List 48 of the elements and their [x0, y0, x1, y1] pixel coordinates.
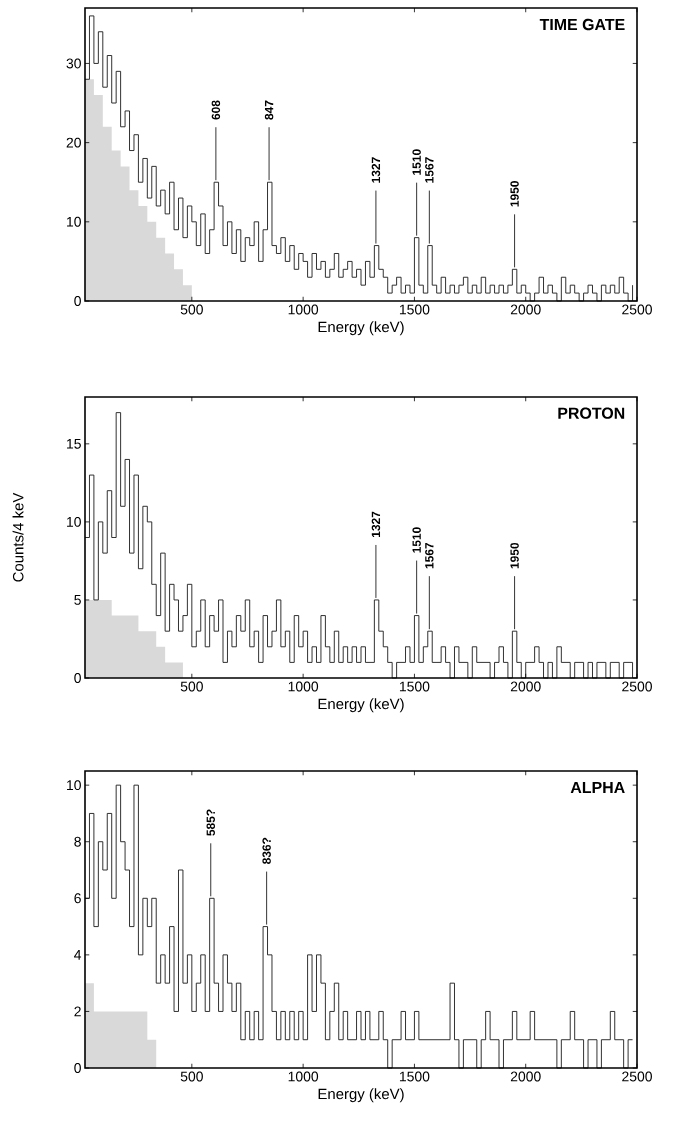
x-tick-label: 1500: [399, 681, 430, 692]
y-axis-title: Counts/4 keV: [12, 492, 24, 582]
annotation: 1327: [371, 157, 381, 183]
x-tick-label: 2000: [510, 681, 541, 692]
y-tick-label: 10: [67, 216, 81, 227]
x-tick-label: 2500: [622, 304, 652, 315]
annotation: 1567: [425, 542, 434, 569]
y-tick-label: 10: [67, 516, 81, 527]
x-axis-title: Energy (keV): [318, 321, 404, 336]
y-tick-label: 30: [66, 58, 81, 69]
x-tick-label: 500: [180, 681, 203, 692]
y-tick-label: 0: [74, 673, 81, 683]
x-axis-title: Energy (keV): [318, 698, 404, 713]
annotation: 1950: [510, 542, 519, 569]
y-tick-label: 8: [74, 836, 81, 847]
annotation: 1510: [412, 527, 421, 553]
annotation: 608: [211, 100, 221, 120]
y-tick-label: 6: [74, 893, 81, 904]
y-tick-label: 0: [74, 296, 81, 306]
text: PROTON: [558, 407, 625, 419]
y-tick-label: 2: [74, 1006, 81, 1017]
text: TIME GATE: [539, 18, 625, 31]
y-tick-label: 10: [67, 780, 81, 791]
x-tick-label: 1000: [288, 304, 319, 315]
y-tick-label: 20: [66, 137, 81, 148]
x-tick-label: 2000: [510, 1071, 541, 1082]
x-tick-label: 2000: [510, 304, 541, 315]
annotation: 585?: [206, 809, 215, 836]
annotation: 1950: [510, 181, 519, 207]
y-tick-label: 4: [74, 950, 82, 960]
x-tick-label: 1000: [288, 681, 319, 692]
annotation: 1567: [425, 157, 434, 183]
annotation: 1327: [371, 511, 381, 538]
y-tick-label: 15: [67, 438, 81, 449]
x-tick-label: 1500: [399, 1071, 430, 1082]
x-tick-label: 500: [180, 304, 203, 315]
x-tick-label: 2500: [622, 681, 652, 692]
text: ALPHA: [570, 781, 625, 793]
y-tick-label: 5: [74, 595, 81, 605]
x-tick-label: 1000: [288, 1071, 319, 1082]
annotation: 836?: [262, 837, 271, 865]
x-tick-label: 1500: [399, 304, 430, 315]
x-tick-label: 500: [180, 1071, 203, 1082]
y-tick-label: 0: [74, 1063, 81, 1073]
annotation: 847: [264, 100, 274, 120]
x-tick-label: 2500: [622, 1071, 652, 1082]
annotation: 1510: [412, 149, 421, 175]
x-axis-title: Energy (keV): [318, 1088, 404, 1103]
